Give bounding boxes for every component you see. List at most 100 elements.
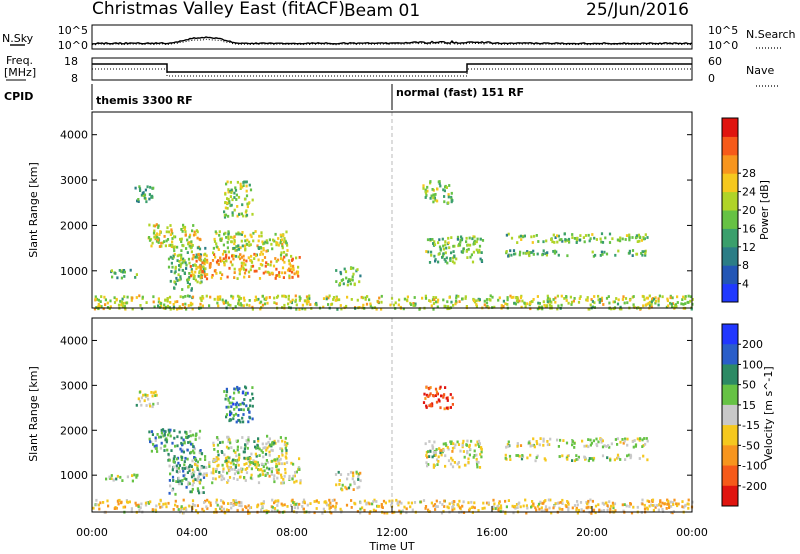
- echo-cell: [335, 296, 338, 300]
- echo-cell: [301, 303, 304, 307]
- echo-cell: [499, 504, 503, 508]
- echo-cell: [525, 511, 528, 515]
- echo-cell: [225, 182, 228, 186]
- echo-cell: [171, 240, 174, 244]
- echo-cell: [151, 508, 154, 511]
- echo-cell: [180, 482, 183, 486]
- echo-cell: [538, 507, 541, 511]
- echo-cell: [575, 241, 578, 244]
- echo-cell: [424, 397, 427, 400]
- echo-cell: [102, 501, 105, 504]
- echo-cell: [281, 481, 284, 485]
- echo-cell: [544, 252, 547, 255]
- echo-cell: [276, 504, 279, 507]
- echo-cell: [449, 440, 452, 444]
- echo-cell: [221, 298, 224, 302]
- echo-cell: [546, 251, 549, 255]
- echo-cell: [140, 502, 143, 506]
- echo-cell: [576, 511, 579, 515]
- echo-cell: [506, 296, 509, 299]
- echo-cell: [233, 191, 236, 195]
- echo-cell: [278, 458, 281, 462]
- echo-cell: [237, 463, 240, 467]
- echo-cell: [189, 440, 192, 444]
- echo-cell: [189, 274, 193, 278]
- echo-cell: [439, 184, 442, 188]
- echo-cell: [295, 256, 298, 260]
- echo-cell: [644, 253, 647, 257]
- echo-cell: [412, 304, 415, 307]
- echo-cell: [461, 444, 464, 447]
- echo-cell: [431, 188, 434, 191]
- echo-cell: [648, 504, 651, 508]
- echo-cell: [272, 238, 275, 242]
- echo-cell: [234, 249, 237, 252]
- echo-cell: [249, 404, 252, 408]
- echo-cell: [578, 238, 581, 242]
- echo-cell: [282, 276, 285, 279]
- echo-cell: [142, 393, 145, 397]
- echo-cell: [640, 252, 643, 255]
- echo-cell: [337, 470, 340, 474]
- echo-cell: [686, 502, 689, 506]
- echo-cell: [280, 451, 284, 455]
- echo-cell: [201, 304, 204, 308]
- echo-cell: [368, 298, 371, 302]
- echo-cell: [611, 237, 614, 241]
- echo-cell: [273, 508, 276, 512]
- echo-cell: [629, 502, 632, 506]
- echo-cell: [196, 511, 199, 515]
- echo-cell: [614, 438, 617, 441]
- echo-cell: [424, 297, 428, 300]
- echo-cell: [148, 402, 151, 406]
- echo-cell: [180, 228, 183, 231]
- echo-cell: [285, 461, 289, 464]
- echo-cell: [543, 303, 546, 307]
- echo-cell: [295, 303, 298, 307]
- echo-cell: [240, 504, 243, 508]
- echo-cell: [257, 258, 260, 262]
- colorbar-swatch: [722, 364, 738, 386]
- echo-cell: [246, 467, 249, 470]
- echo-cell: [309, 303, 312, 306]
- echo-cell: [269, 263, 272, 267]
- echo-cell: [245, 259, 248, 263]
- echo-cell: [253, 460, 257, 464]
- echo-cell: [281, 246, 284, 250]
- power-ylabel: Slant Range [km]: [27, 162, 40, 258]
- echo-cell: [268, 238, 271, 242]
- echo-cell: [302, 507, 305, 511]
- echo-cell: [182, 226, 185, 229]
- echo-cell: [371, 502, 374, 506]
- echo-cell: [561, 502, 564, 505]
- echo-cell: [594, 511, 597, 515]
- echo-cell: [175, 467, 178, 471]
- echo-cell: [296, 272, 299, 276]
- echo-cell: [152, 300, 155, 304]
- echo-cell: [288, 276, 291, 280]
- echo-cell: [478, 248, 481, 252]
- echo-cell: [232, 307, 235, 310]
- echo-cell: [436, 305, 439, 309]
- echo-cell: [253, 257, 256, 260]
- echo-cell: [201, 507, 204, 511]
- echo-cell: [192, 449, 195, 453]
- echo-cell: [218, 297, 221, 301]
- echo-cell: [445, 444, 448, 447]
- echo-cell: [571, 443, 574, 447]
- echo-cell: [475, 457, 478, 461]
- echo-cell: [479, 257, 482, 261]
- echo-cell: [203, 501, 206, 504]
- echo-cell: [623, 439, 626, 443]
- echo-cell: [472, 455, 475, 459]
- echo-cell: [375, 307, 378, 311]
- echo-cell: [106, 499, 109, 503]
- echo-cell: [257, 439, 260, 443]
- echo-cell: [425, 461, 428, 465]
- echo-cell: [186, 238, 189, 242]
- echo-cell: [448, 246, 451, 250]
- echo-cell: [447, 406, 450, 410]
- echo-cell: [106, 306, 110, 309]
- echo-cell: [236, 294, 240, 298]
- echo-cell: [205, 505, 208, 509]
